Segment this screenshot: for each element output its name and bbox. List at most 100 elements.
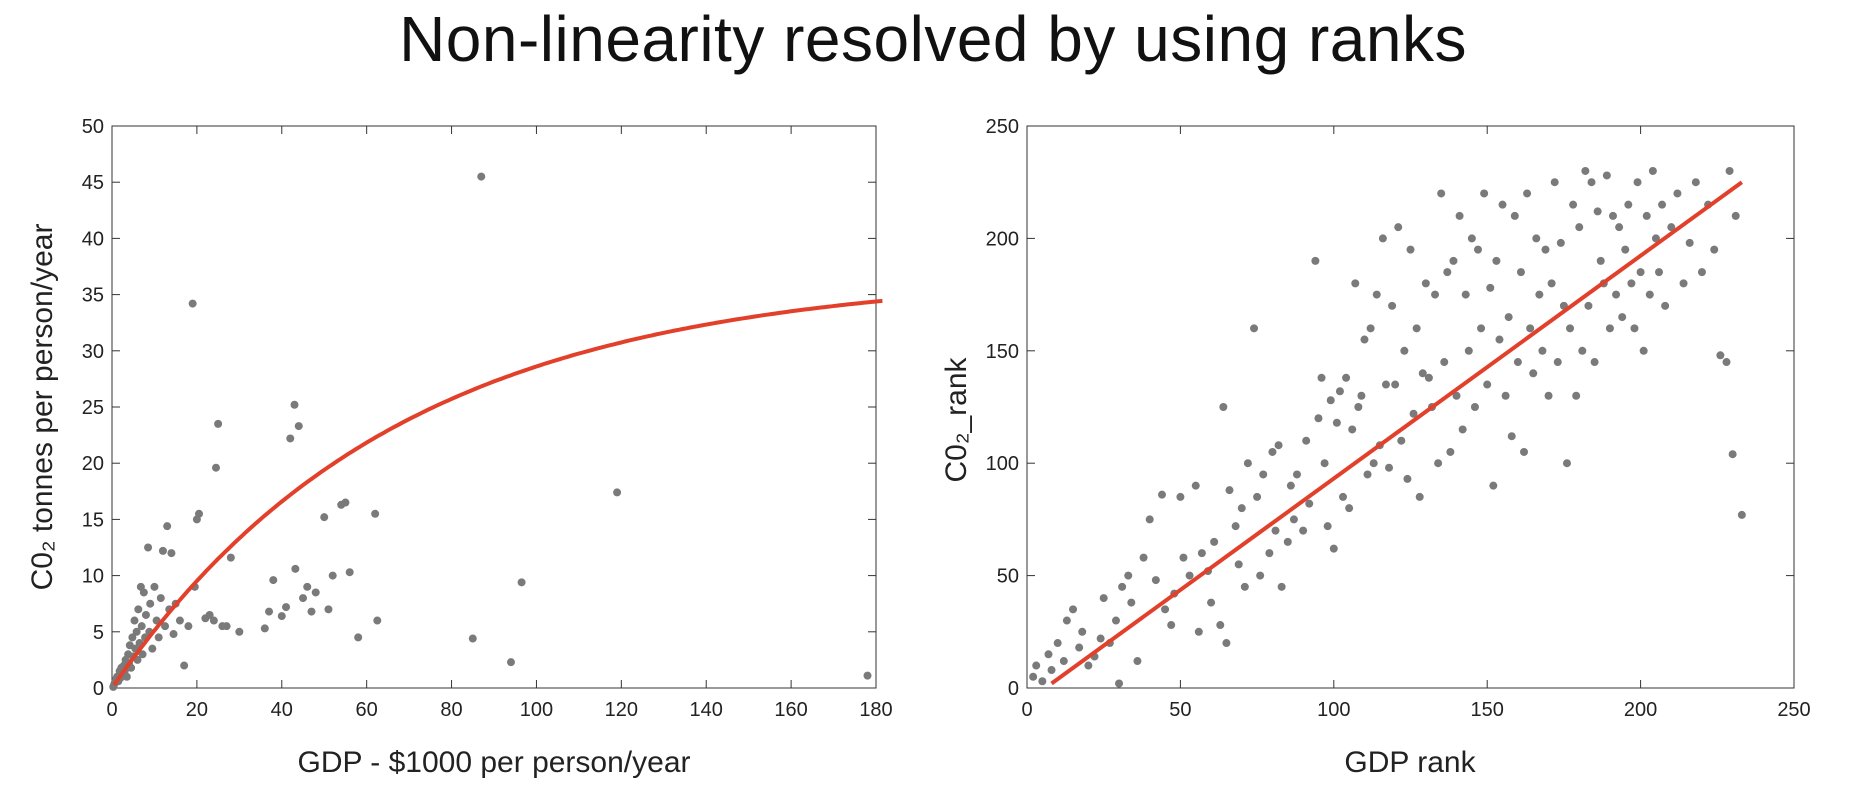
- data-point: [1446, 447, 1455, 456]
- x-tick-label: 200: [1624, 699, 1657, 721]
- data-point: [1320, 459, 1329, 468]
- data-point: [1636, 268, 1645, 277]
- data-point: [1596, 256, 1605, 265]
- data-point: [235, 627, 244, 636]
- data-point: [1289, 515, 1298, 524]
- data-point: [1550, 178, 1559, 187]
- data-point: [1115, 679, 1124, 688]
- x-tick-label: 120: [605, 699, 638, 721]
- fit-curve-group: [112, 298, 883, 687]
- data-point: [1038, 677, 1047, 686]
- data-point: [1314, 414, 1323, 423]
- data-point: [1556, 238, 1565, 247]
- data-point: [1424, 373, 1433, 382]
- data-point: [1185, 571, 1194, 580]
- data-point: [1240, 582, 1249, 591]
- data-point: [1489, 481, 1498, 490]
- data-point: [1243, 459, 1252, 468]
- data-point: [294, 422, 303, 431]
- data-point: [1621, 245, 1630, 254]
- data-point: [1437, 189, 1446, 198]
- data-point: [1535, 290, 1544, 299]
- data-point: [1655, 268, 1664, 277]
- data-point: [1581, 166, 1590, 175]
- data-point: [138, 650, 147, 659]
- data-point: [1725, 166, 1734, 175]
- y-tick-label: 100: [986, 453, 1019, 475]
- x-tick-labels: 0 20 40 60 80 100 120 140 160 180: [106, 699, 892, 721]
- data-point: [863, 671, 872, 680]
- data-point: [291, 564, 300, 573]
- data-point: [1520, 447, 1529, 456]
- data-point: [1151, 576, 1160, 585]
- data-point: [613, 488, 622, 497]
- data-point: [1323, 522, 1332, 531]
- x-tick-label: 40: [271, 699, 293, 721]
- data-point: [1608, 211, 1617, 220]
- data-point: [1495, 335, 1504, 344]
- data-point: [1388, 301, 1397, 310]
- data-point: [1443, 268, 1452, 277]
- data-point: [265, 607, 274, 616]
- data-point: [1145, 515, 1154, 524]
- data-point: [269, 576, 278, 585]
- fit-line: [1050, 180, 1744, 686]
- tick-marks: [111, 125, 877, 689]
- data-point: [286, 434, 295, 443]
- data-point: [161, 622, 170, 631]
- y-tick-label: 15: [82, 509, 104, 531]
- data-point: [141, 610, 150, 619]
- data-point: [1305, 499, 1314, 508]
- data-point: [1658, 200, 1667, 209]
- data-point: [468, 634, 477, 643]
- y-tick-label: 0: [1008, 678, 1019, 700]
- y-axis-label: C0₂_rank: [940, 356, 973, 482]
- data-point: [1360, 335, 1369, 344]
- data-point: [1449, 256, 1458, 265]
- data-point: [1532, 234, 1541, 243]
- data-point: [1292, 470, 1301, 479]
- data-point: [1311, 256, 1320, 265]
- data-point: [1477, 324, 1486, 333]
- data-point: [1317, 373, 1326, 382]
- data-point: [169, 630, 178, 639]
- data-point: [226, 553, 235, 562]
- data-point: [1176, 492, 1185, 501]
- data-point: [1044, 650, 1053, 659]
- data-point: [517, 578, 526, 587]
- data-point: [1547, 279, 1556, 288]
- data-point: [1084, 661, 1093, 670]
- data-point: [1615, 223, 1624, 232]
- data-point: [184, 622, 193, 631]
- data-point: [1624, 200, 1633, 209]
- data-point: [214, 419, 223, 428]
- data-point: [1099, 594, 1108, 603]
- data-point: [150, 582, 159, 591]
- x-tick-label: 160: [774, 699, 807, 721]
- data-point: [260, 624, 269, 633]
- data-point: [1578, 346, 1587, 355]
- data-point: [1630, 324, 1639, 333]
- data-point: [1590, 358, 1599, 367]
- data-point: [1593, 207, 1602, 216]
- data-point: [1575, 223, 1584, 232]
- data-point: [195, 509, 204, 518]
- data-point: [1587, 178, 1596, 187]
- data-point: [341, 498, 350, 507]
- data-point: [1553, 358, 1562, 367]
- x-tick-label: 80: [440, 699, 462, 721]
- data-point: [1716, 351, 1725, 360]
- data-point: [1697, 268, 1706, 277]
- data-point: [1434, 459, 1443, 468]
- data-point: [1492, 256, 1501, 265]
- data-point: [180, 661, 189, 670]
- data-point: [1378, 234, 1387, 243]
- data-point: [373, 616, 382, 625]
- y-tick-labels: 0 5 10 15 20 25 30 35 40 45 50: [82, 116, 104, 700]
- data-point: [1461, 290, 1470, 299]
- data-point: [1299, 526, 1308, 535]
- data-point: [1111, 616, 1120, 625]
- data-point: [1069, 605, 1078, 614]
- y-tick-label: 45: [82, 172, 104, 194]
- data-point: [1391, 380, 1400, 389]
